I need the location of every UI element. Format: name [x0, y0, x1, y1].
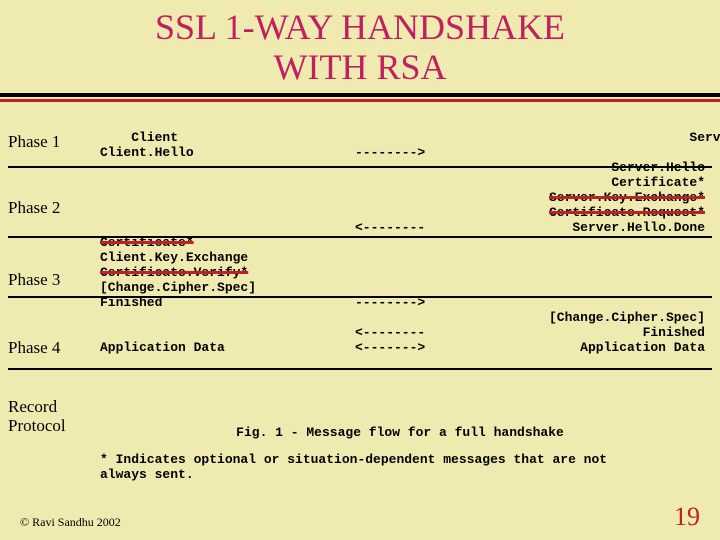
msg-right: Certificate*: [450, 175, 705, 190]
phase-1-label: Phase 1: [8, 132, 60, 152]
msg-left: Client.Hello: [100, 145, 355, 160]
phase-rule-1: [8, 166, 712, 168]
msg-right: [Change.Cipher.Spec]: [450, 310, 705, 325]
message-row: [Change.Cipher.Spec]: [100, 280, 715, 295]
title-underline: [0, 93, 720, 103]
title-line-2: WITH RSA: [274, 47, 447, 87]
message-row: Certificate*: [100, 175, 715, 190]
msg-arrow: <--------: [355, 325, 450, 340]
message-rows: Client.Hello-------->Server.HelloCertifi…: [100, 145, 715, 355]
msg-arrow: -------->: [355, 145, 450, 160]
footnote-line-1: * Indicates optional or situation-depend…: [100, 452, 607, 467]
message-row: [Change.Cipher.Spec]: [100, 310, 715, 325]
msg-left: [Change.Cipher.Spec]: [100, 280, 355, 295]
title-line-1: SSL 1-WAY HANDSHAKE: [155, 7, 565, 47]
record-label-l2: Protocol: [8, 416, 66, 435]
message-row: Certificate.Verify*: [100, 265, 715, 280]
message-row: Server.Key.Exchange*: [100, 190, 715, 205]
header-client: Client: [131, 130, 386, 145]
handshake-diagram: ClientServer Client.Hello-------->Server…: [100, 115, 715, 355]
phase-rule-4: [8, 368, 712, 370]
record-protocol-label: Record Protocol: [8, 398, 66, 435]
phase-rule-3: [8, 296, 712, 298]
phase-4-label: Phase 4: [8, 338, 60, 358]
msg-right: Certificate.Request*: [450, 205, 705, 220]
header-server: Server: [481, 130, 720, 145]
copyright: © Ravi Sandhu 2002: [20, 515, 121, 530]
msg-right: Finished: [450, 325, 705, 340]
slide-title: SSL 1-WAY HANDSHAKE WITH RSA: [0, 0, 720, 93]
message-row: <--------Server.Hello.Done: [100, 220, 715, 235]
msg-right: Server.Hello.Done: [450, 220, 705, 235]
message-row: Client.Hello-------->: [100, 145, 715, 160]
message-row: Client.Key.Exchange: [100, 250, 715, 265]
msg-right: Application Data: [450, 340, 705, 355]
msg-arrow: <--------: [355, 220, 450, 235]
message-row: <--------Finished: [100, 325, 715, 340]
title-underline-black: [0, 93, 720, 97]
title-underline-red: [0, 99, 720, 102]
msg-left: Client.Key.Exchange: [100, 250, 355, 265]
msg-left: Application Data: [100, 340, 355, 355]
footnote: * Indicates optional or situation-depend…: [100, 452, 705, 482]
footnote-line-2: always sent.: [100, 467, 194, 482]
message-row: Application Data<------->Application Dat…: [100, 340, 715, 355]
msg-right: Server.Key.Exchange*: [450, 190, 705, 205]
figure-caption: Fig. 1 - Message flow for a full handsha…: [100, 425, 700, 440]
msg-arrow: <------->: [355, 340, 450, 355]
phase-2-label: Phase 2: [8, 198, 60, 218]
diagram-header: ClientServer: [100, 115, 715, 130]
phase-3-label: Phase 3: [8, 270, 60, 290]
msg-left: Certificate.Verify*: [100, 265, 355, 280]
page-number: 19: [674, 502, 700, 532]
phase-rule-2: [8, 236, 712, 238]
message-row: Certificate.Request*: [100, 205, 715, 220]
record-label-l1: Record: [8, 397, 57, 416]
